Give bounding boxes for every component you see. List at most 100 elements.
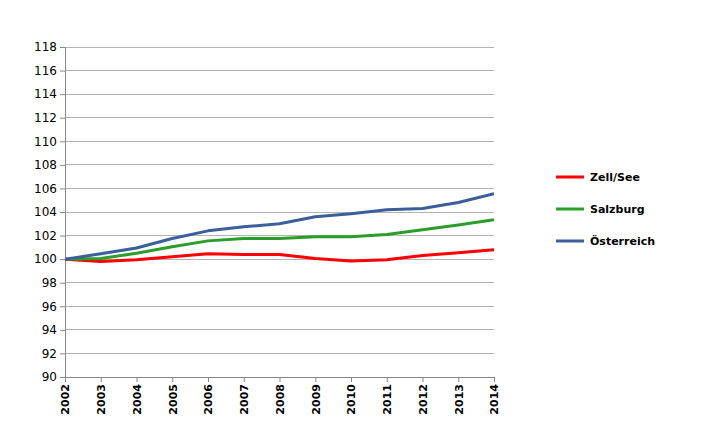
grid-line (65, 212, 494, 213)
x-tick-mark (101, 377, 102, 382)
y-tick-mark (60, 259, 65, 260)
y-axis-line (60, 48, 66, 378)
y-tick-label: 100 (34, 252, 57, 266)
y-tick-label: 96 (42, 300, 57, 314)
x-tick-label: 2005 (167, 384, 180, 415)
y-tick: 102 (34, 229, 65, 243)
y-tick: 100 (34, 252, 65, 266)
y-tick-label: 90 (42, 370, 57, 384)
x-tick: 2003 (95, 377, 108, 415)
y-tick: 92 (42, 347, 65, 361)
y-tick-mark (60, 353, 65, 354)
grid (65, 47, 494, 377)
grid-line (65, 353, 494, 354)
y-tick-label: 104 (34, 205, 57, 219)
series-line (65, 194, 494, 259)
y-tick-mark (60, 306, 65, 307)
x-tick-label: 2010 (345, 384, 358, 415)
legend-label: Österreich (590, 234, 655, 248)
x-tick: 2013 (453, 377, 466, 415)
x-tick-mark (172, 377, 173, 382)
y-tick-mark (60, 188, 65, 189)
x-tick-label: 2008 (274, 384, 287, 415)
grid-line (65, 282, 494, 283)
x-tick: 2014 (488, 377, 501, 415)
y-tick: 114 (34, 87, 65, 101)
x-tick-label: 2003 (95, 384, 108, 415)
grid-line (65, 141, 494, 142)
y-tick-label: 108 (34, 158, 57, 172)
y-tick-mark (60, 118, 65, 119)
x-tick: 2005 (167, 377, 180, 415)
x-axis-line (66, 378, 495, 383)
legend-item: Österreich (556, 234, 655, 248)
x-tick: 2006 (202, 377, 215, 415)
y-tick-label: 94 (42, 323, 57, 337)
y-tick: 118 (34, 40, 65, 54)
y-tick: 98 (42, 276, 65, 290)
y-tick-mark (60, 283, 65, 284)
x-tick-mark (137, 377, 138, 382)
y-tick: 90 (42, 370, 65, 384)
x-tick-mark (315, 377, 316, 382)
x-tick-mark (65, 377, 66, 382)
y-tick-mark (60, 236, 65, 237)
plot: 90 92 94 96 98 100 102 104 106 108 110 112 114 116 118… (34, 40, 501, 414)
legend: Zell/See Salzburg Österreich (556, 171, 655, 248)
x-tick-mark (458, 377, 459, 382)
x-tick-mark (208, 377, 209, 382)
y-tick-mark (60, 71, 65, 72)
x-tick-label: 2009 (310, 384, 323, 415)
legend-swatch (556, 208, 584, 211)
y-tick: 106 (34, 182, 65, 196)
legend-label: Salzburg (590, 203, 645, 216)
x-tick-label: 2004 (131, 384, 144, 415)
y-tick-label: 116 (34, 64, 57, 78)
grid-line (65, 235, 494, 236)
x-tick-label: 2007 (238, 384, 251, 415)
x-tick-mark (244, 377, 245, 382)
y-tick-mark (60, 330, 65, 331)
y-tick: 108 (34, 158, 65, 172)
y-tick: 96 (42, 300, 65, 314)
y-tick-label: 102 (34, 229, 57, 243)
y-tick-mark (60, 141, 65, 142)
y-tick-mark (60, 212, 65, 213)
x-tick-mark (387, 377, 388, 382)
chart: 90 92 94 96 98 100 102 104 106 108 110 112 114 116 118… (0, 0, 714, 432)
grid-line (65, 70, 494, 71)
y-tick-mark (60, 165, 65, 166)
y-tick-label: 110 (34, 135, 57, 149)
x-tick-mark (423, 377, 424, 382)
grid-line (65, 306, 494, 307)
x-tick-mark (351, 377, 352, 382)
legend-swatch (556, 240, 584, 243)
x-tick: 2012 (417, 377, 430, 415)
grid-line (65, 47, 494, 48)
x-tick: 2007 (238, 377, 251, 415)
y-tick-mark (60, 94, 65, 95)
x-tick: 2009 (310, 377, 323, 415)
legend-item: Zell/See (556, 171, 640, 184)
y-tick-mark (60, 377, 65, 378)
grid-line (65, 188, 494, 189)
y-tick: 110 (34, 135, 65, 149)
x-tick: 2004 (131, 377, 144, 415)
y-tick: 104 (34, 205, 65, 219)
x-tick-label: 2013 (453, 384, 466, 415)
x-tick-mark (280, 377, 281, 382)
series-lines (65, 194, 494, 262)
x-tick-label: 2006 (202, 384, 215, 415)
legend-swatch (556, 176, 584, 179)
y-tick-label: 106 (34, 182, 57, 196)
grid-line (65, 164, 494, 165)
x-tick-label: 2014 (488, 384, 501, 415)
y-tick-label: 112 (34, 111, 57, 125)
x-tick: 2008 (274, 377, 287, 415)
y-tick-label: 118 (34, 40, 57, 54)
grid-line (65, 329, 494, 330)
x-tick: 2010 (345, 377, 358, 415)
y-tick: 116 (34, 64, 65, 78)
legend-label: Zell/See (590, 171, 640, 184)
legend-item: Salzburg (556, 203, 645, 216)
